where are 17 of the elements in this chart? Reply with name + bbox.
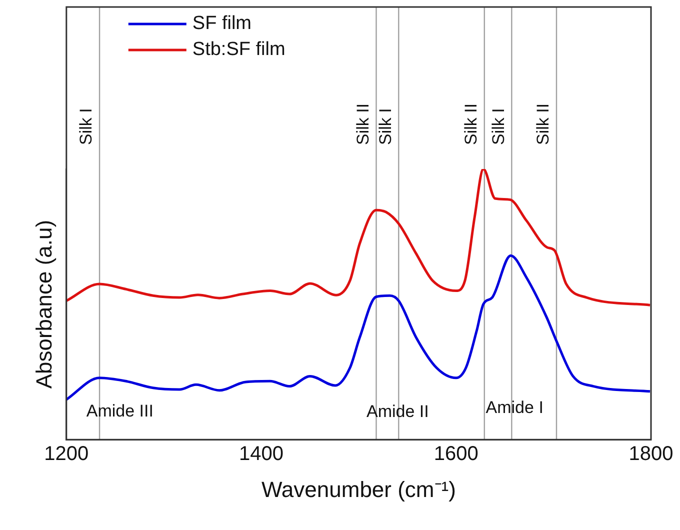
ref-line-label: Silk I bbox=[488, 108, 508, 145]
x-tick-label: 1200 bbox=[44, 443, 89, 466]
ref-line-label: Silk II bbox=[353, 103, 372, 145]
annotation: Amide II bbox=[366, 402, 429, 422]
ref-line-label: Silk II bbox=[534, 103, 553, 145]
ref-line-label: Silk I bbox=[76, 108, 96, 145]
legend-label: SF film bbox=[192, 13, 252, 34]
ref-line-label: Silk II bbox=[462, 103, 481, 145]
legend-label: Stb:SF film bbox=[192, 39, 286, 60]
annotation: Amide I bbox=[486, 398, 544, 418]
x-tick-label: 1800 bbox=[628, 443, 674, 466]
x-tick-label: 1400 bbox=[239, 443, 284, 466]
x-tick-label: 1600 bbox=[434, 443, 478, 466]
ref-line-label: Silk I bbox=[376, 108, 395, 145]
x-axis-title: Wavenumber (cm⁻¹) bbox=[261, 476, 456, 502]
y-axis-title: Absorbance (a.u) bbox=[31, 220, 56, 389]
annotation: Amide III bbox=[86, 401, 154, 420]
